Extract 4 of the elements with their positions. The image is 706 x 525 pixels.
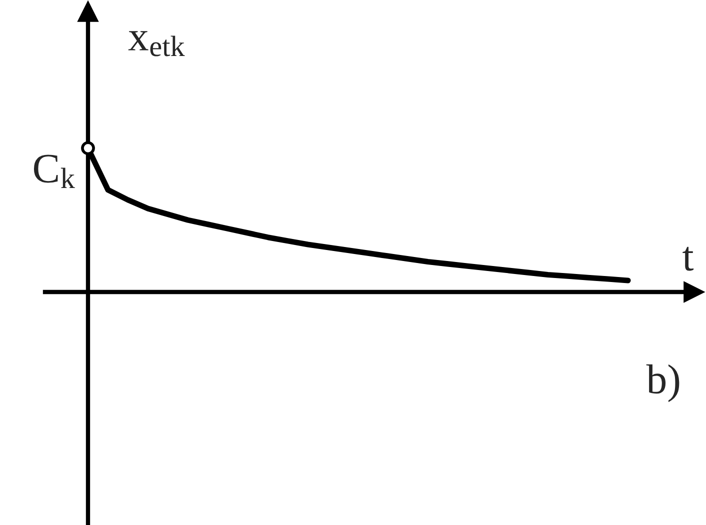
text: C$_{k}$: [34, 154, 75, 188]
x-axis-title: t: [682, 246, 694, 271]
text: b): [646, 364, 680, 402]
y-axis-title: x$_{etk}$: [128, 31, 185, 56]
